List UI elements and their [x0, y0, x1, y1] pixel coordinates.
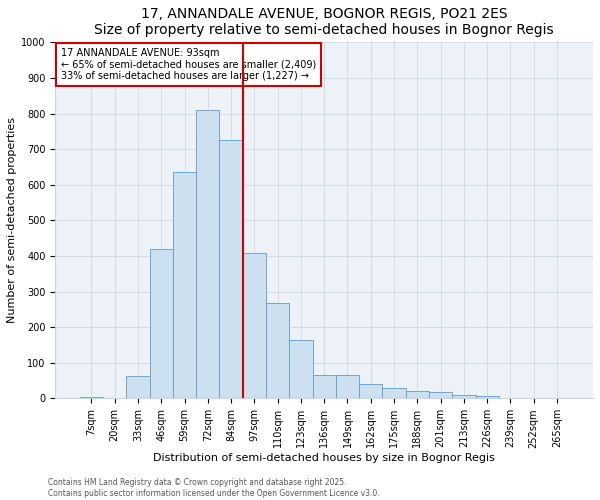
Bar: [452, 396, 476, 398]
X-axis label: Distribution of semi-detached houses by size in Bognor Regis: Distribution of semi-detached houses by …: [153, 453, 495, 463]
Y-axis label: Number of semi-detached properties: Number of semi-detached properties: [7, 118, 17, 324]
Bar: [127, 376, 149, 398]
Bar: [336, 375, 359, 398]
Bar: [476, 396, 499, 398]
Bar: [220, 140, 243, 398]
Bar: [429, 392, 452, 398]
Bar: [406, 391, 429, 398]
Bar: [382, 388, 406, 398]
Title: 17, ANNANDALE AVENUE, BOGNOR REGIS, PO21 2ES
Size of property relative to semi-d: 17, ANNANDALE AVENUE, BOGNOR REGIS, PO21…: [94, 7, 554, 37]
Bar: [196, 110, 220, 399]
Text: Contains HM Land Registry data © Crown copyright and database right 2025.
Contai: Contains HM Land Registry data © Crown c…: [48, 478, 380, 498]
Text: 17 ANNANDALE AVENUE: 93sqm
← 65% of semi-detached houses are smaller (2,409)
33%: 17 ANNANDALE AVENUE: 93sqm ← 65% of semi…: [61, 48, 316, 81]
Bar: [243, 254, 266, 398]
Bar: [266, 304, 289, 398]
Bar: [359, 384, 382, 398]
Bar: [289, 340, 313, 398]
Bar: [149, 249, 173, 398]
Bar: [173, 172, 196, 398]
Bar: [80, 397, 103, 398]
Bar: [313, 375, 336, 398]
